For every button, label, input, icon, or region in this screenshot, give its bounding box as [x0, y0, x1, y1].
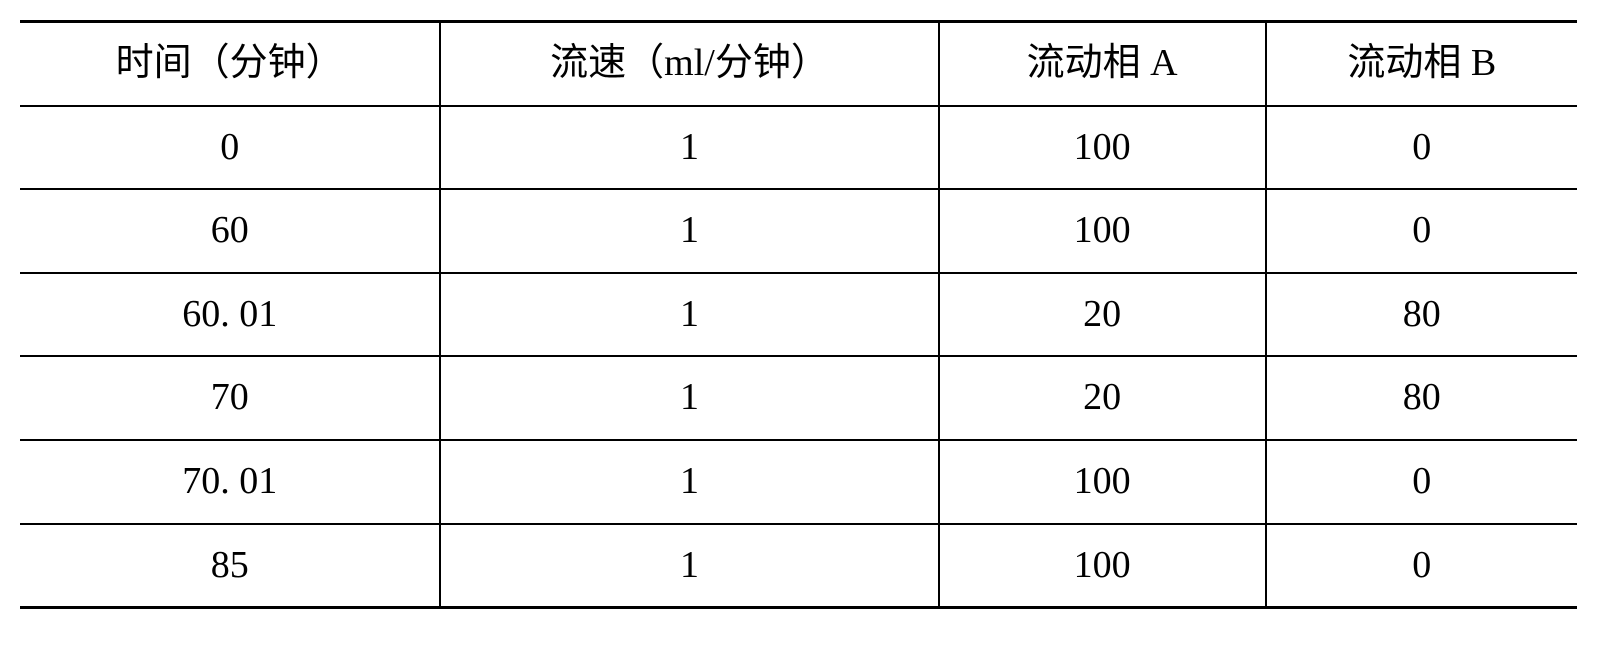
cell-phase-b: 0 [1266, 440, 1577, 524]
column-header-phase-a: 流动相 A [939, 22, 1266, 106]
gradient-table: 时间（分钟） 流速（ml/分钟） 流动相 A 流动相 B 0 1 100 0 6… [20, 20, 1577, 609]
cell-phase-b: 80 [1266, 356, 1577, 440]
table-row: 70 1 20 80 [20, 356, 1577, 440]
cell-flow-rate: 1 [440, 356, 938, 440]
table-header-row: 时间（分钟） 流速（ml/分钟） 流动相 A 流动相 B [20, 22, 1577, 106]
table-row: 0 1 100 0 [20, 106, 1577, 190]
cell-phase-a: 100 [939, 106, 1266, 190]
cell-flow-rate: 1 [440, 189, 938, 273]
cell-flow-rate: 1 [440, 440, 938, 524]
cell-time: 70. 01 [20, 440, 440, 524]
column-header-flow-rate: 流速（ml/分钟） [440, 22, 938, 106]
table-row: 60 1 100 0 [20, 189, 1577, 273]
cell-time: 60 [20, 189, 440, 273]
column-header-time: 时间（分钟） [20, 22, 440, 106]
cell-time: 0 [20, 106, 440, 190]
cell-phase-a: 100 [939, 440, 1266, 524]
table-row: 85 1 100 0 [20, 524, 1577, 608]
cell-phase-a: 20 [939, 356, 1266, 440]
cell-flow-rate: 1 [440, 524, 938, 608]
cell-time: 85 [20, 524, 440, 608]
table-row: 70. 01 1 100 0 [20, 440, 1577, 524]
cell-time: 70 [20, 356, 440, 440]
column-header-phase-b: 流动相 B [1266, 22, 1577, 106]
cell-phase-b: 80 [1266, 273, 1577, 357]
cell-phase-a: 100 [939, 189, 1266, 273]
cell-phase-b: 0 [1266, 189, 1577, 273]
table-row: 60. 01 1 20 80 [20, 273, 1577, 357]
cell-flow-rate: 1 [440, 106, 938, 190]
cell-phase-b: 0 [1266, 106, 1577, 190]
cell-phase-b: 0 [1266, 524, 1577, 608]
cell-time: 60. 01 [20, 273, 440, 357]
cell-flow-rate: 1 [440, 273, 938, 357]
cell-phase-a: 20 [939, 273, 1266, 357]
gradient-table-container: 时间（分钟） 流速（ml/分钟） 流动相 A 流动相 B 0 1 100 0 6… [20, 20, 1577, 609]
cell-phase-a: 100 [939, 524, 1266, 608]
